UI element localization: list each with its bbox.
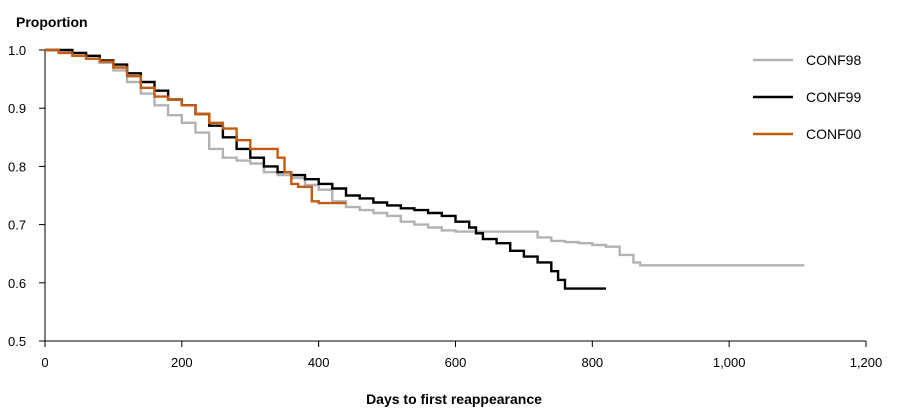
legend-label-conf99: CONF99 bbox=[806, 89, 861, 105]
x-tick-label: 1,000 bbox=[713, 355, 746, 370]
y-axis: 0.5 0.6 0.7 0.8 0.9 1.0 bbox=[8, 43, 46, 349]
legend-label-conf00: CONF00 bbox=[806, 126, 861, 142]
x-tick-label: 200 bbox=[171, 355, 193, 370]
series-lines bbox=[45, 48, 805, 290]
series-line-conf99 bbox=[45, 48, 606, 290]
x-tick-label: 800 bbox=[581, 355, 603, 370]
legend-label-conf98: CONF98 bbox=[806, 52, 861, 68]
series-line-conf98 bbox=[45, 48, 805, 267]
series-line-conf00 bbox=[45, 48, 346, 205]
x-axis: 0 200 400 600 800 1,000 1,200 bbox=[41, 340, 883, 370]
x-tick-label: 600 bbox=[445, 355, 467, 370]
y-tick-label: 0.9 bbox=[8, 101, 26, 116]
x-tick-label: 1,200 bbox=[850, 355, 883, 370]
y-tick-label: 0.6 bbox=[8, 276, 26, 291]
y-tick-label: 0.7 bbox=[8, 218, 26, 233]
legend: CONF98 CONF99 CONF00 bbox=[753, 52, 861, 142]
y-tick-label: 0.5 bbox=[8, 334, 26, 349]
y-tick-label: 0.8 bbox=[8, 159, 26, 174]
x-tick-label: 400 bbox=[308, 355, 330, 370]
x-tick-label: 0 bbox=[41, 355, 48, 370]
y-axis-title: Proportion bbox=[16, 14, 88, 30]
x-axis-title: Days to first reappearance bbox=[366, 391, 542, 407]
y-tick-label: 1.0 bbox=[8, 43, 26, 58]
